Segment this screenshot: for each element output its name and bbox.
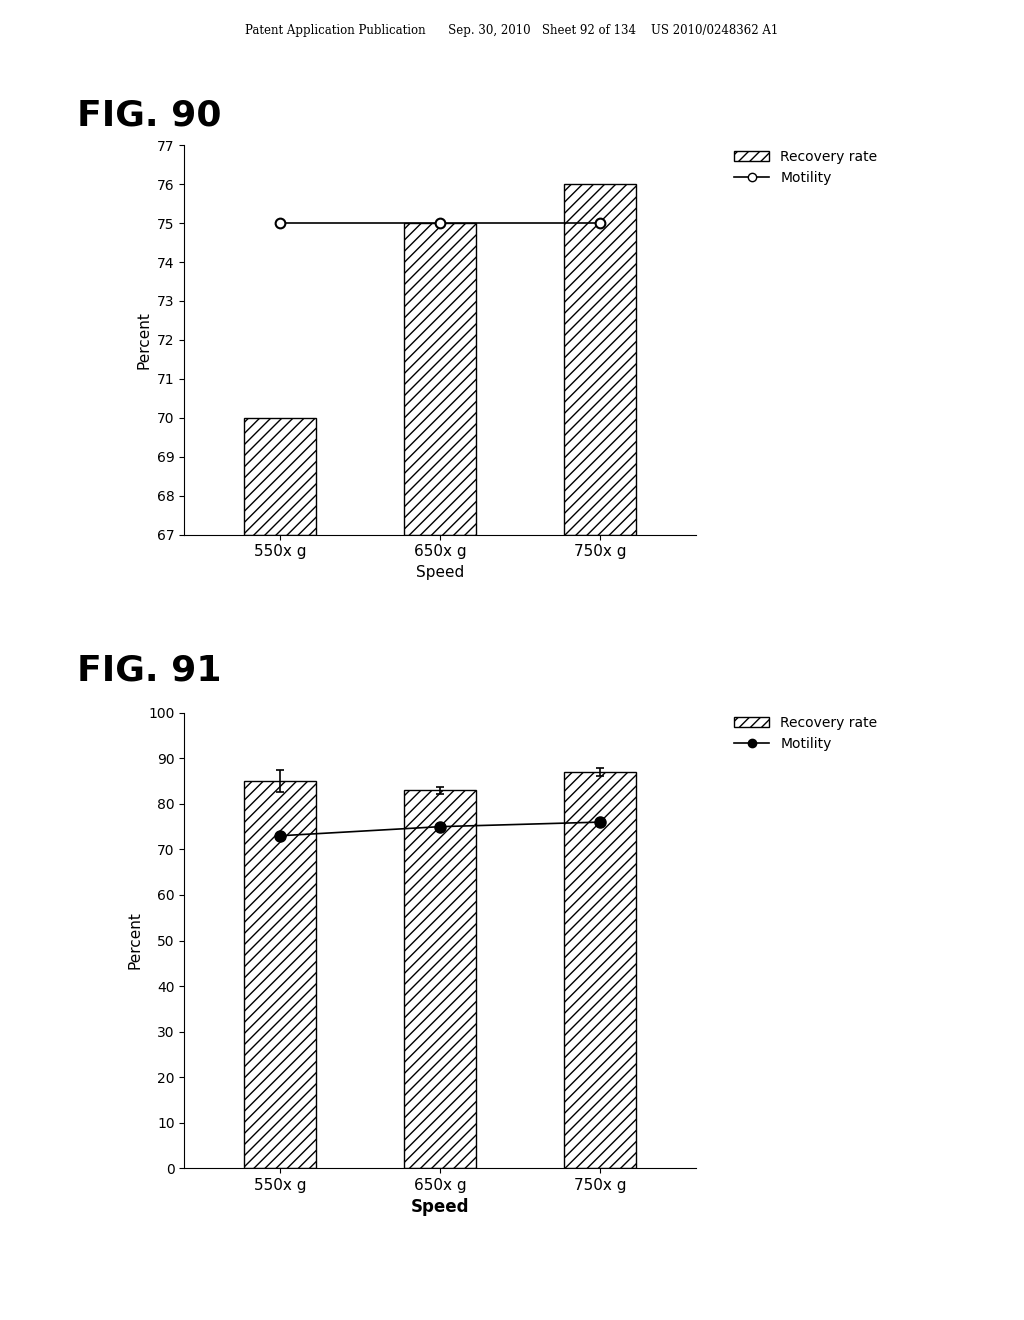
Bar bbox=[245, 417, 316, 535]
Legend: Recovery rate, Motility: Recovery rate, Motility bbox=[729, 710, 883, 756]
Bar bbox=[564, 772, 636, 1168]
Bar bbox=[404, 223, 476, 535]
Bar bbox=[245, 781, 316, 1168]
X-axis label: Speed: Speed bbox=[416, 565, 465, 579]
Text: FIG. 90: FIG. 90 bbox=[77, 99, 221, 133]
Text: FIG. 91: FIG. 91 bbox=[77, 653, 221, 688]
Text: Patent Application Publication      Sep. 30, 2010   Sheet 92 of 134    US 2010/0: Patent Application Publication Sep. 30, … bbox=[246, 24, 778, 37]
Y-axis label: Percent: Percent bbox=[136, 312, 152, 368]
Y-axis label: Percent: Percent bbox=[128, 912, 142, 969]
Bar bbox=[404, 791, 476, 1168]
Legend: Recovery rate, Motility: Recovery rate, Motility bbox=[729, 144, 883, 190]
X-axis label: Speed: Speed bbox=[411, 1199, 470, 1217]
Bar bbox=[564, 183, 636, 535]
